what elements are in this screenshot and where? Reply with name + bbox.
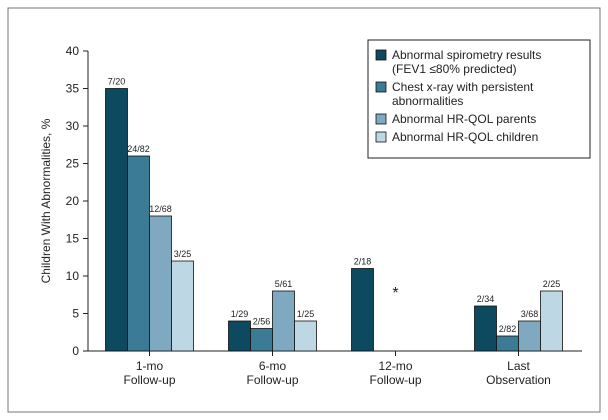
bar [171, 260, 194, 352]
y-tick-label: 40 [66, 44, 80, 58]
y-axis-label: Children With Abnormalities, % [39, 118, 53, 283]
value-label: 2/56 [253, 317, 271, 327]
y-tick-label: 30 [66, 119, 80, 133]
x-tick-label: 12-mo Follow-up [369, 359, 421, 387]
legend-swatch [375, 113, 387, 125]
bar [294, 320, 317, 352]
value-label: 3/25 [174, 249, 192, 259]
bar [228, 320, 251, 352]
legend-label: Abnormal HR-QOL parents [392, 112, 536, 126]
y-tick-label: 0 [72, 344, 79, 358]
x-tick-label: 1-mo Follow-up [123, 359, 175, 387]
annotation: * [392, 285, 398, 302]
value-label: 2/18 [354, 257, 372, 267]
bar [540, 290, 563, 352]
y-tick-label: 20 [66, 194, 80, 208]
x-tick-label: Last Observation [486, 359, 551, 387]
bar [127, 155, 150, 352]
legend-swatch [375, 131, 387, 143]
value-label: 1/25 [297, 309, 315, 319]
y-tick-label: 35 [66, 82, 80, 96]
bar [272, 290, 295, 352]
y-tick-label: 15 [66, 232, 80, 246]
y-tick-label: 5 [72, 307, 79, 321]
value-label: 12/68 [149, 204, 172, 214]
y-tick-label: 25 [66, 157, 80, 171]
value-label: 2/34 [477, 294, 495, 304]
value-label: 2/82 [499, 324, 517, 334]
bar [351, 268, 374, 352]
legend-swatch [375, 49, 387, 61]
bar [105, 88, 128, 352]
bar [250, 328, 273, 352]
value-label: 5/61 [275, 279, 293, 289]
bar [149, 215, 172, 352]
bar [518, 320, 541, 352]
value-label: 24/82 [127, 144, 150, 154]
x-tick-label: 6-mo Follow-up [246, 359, 298, 387]
legend-label: Abnormal spirometry results (FEV1 ≤80% pr… [392, 48, 541, 76]
legend-label: Chest x-ray with persistent abnormalities [392, 80, 534, 108]
value-label: 3/68 [521, 309, 539, 319]
legend-label: Abnormal HR-QOL children [392, 130, 538, 144]
legend-swatch [375, 81, 387, 93]
y-tick-label: 10 [66, 269, 80, 283]
legend-box [367, 39, 591, 159]
bar [496, 335, 519, 352]
value-label: 7/20 [108, 77, 126, 87]
value-label: 2/25 [543, 279, 561, 289]
bar [474, 305, 497, 352]
frame [7, 7, 601, 413]
value-label: 1/29 [231, 309, 249, 319]
